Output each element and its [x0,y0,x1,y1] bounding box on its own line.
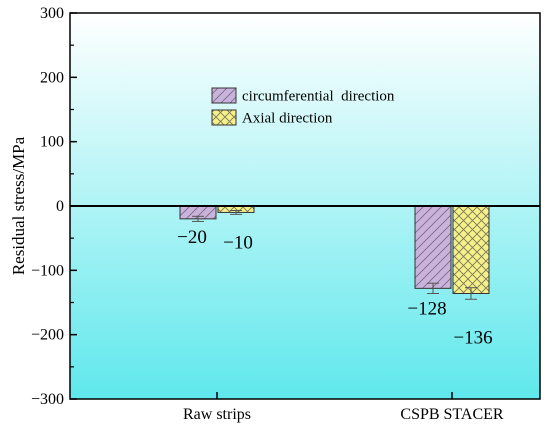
legend-swatch [211,87,237,104]
data-label: −136 [453,327,492,348]
legend-label: Axial direction [242,111,333,127]
legend: circumferential direction Axial direction [211,87,395,127]
y-tick-label: 200 [40,69,64,86]
data-label: −10 [223,232,253,253]
error-bar [230,210,242,215]
y-tick-label: 0 [56,198,64,215]
legend-label: circumferential direction [242,89,395,105]
y-tick-label: −200 [31,327,64,344]
y-tick-label: −100 [31,262,64,279]
y-axis-title: Residual stress/MPa [9,136,28,275]
x-tick-label: Raw strips [183,406,251,423]
legend-swatch [211,109,237,126]
bar-circumferential [414,205,452,289]
error-bar [192,215,204,222]
y-tick-label: 300 [40,5,64,22]
data-label: −128 [407,298,446,319]
x-tick-label: CSPB STACER [400,406,504,423]
y-tick-label: −300 [31,391,64,408]
y-tick-label: 100 [40,134,64,151]
bar-axial [452,205,490,294]
error-bar [465,287,477,300]
data-label: −20 [177,227,207,248]
error-bar [427,282,439,294]
